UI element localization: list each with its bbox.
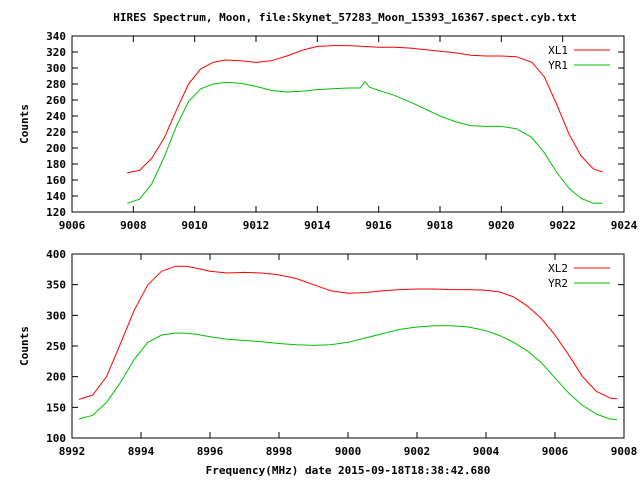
x-tick-label: 9020 bbox=[488, 219, 515, 232]
x-tick-label: 9006 bbox=[59, 219, 86, 232]
y-axis-label: Counts bbox=[18, 104, 31, 144]
x-tick-label: 9008 bbox=[120, 219, 147, 232]
legend-label-yr2: YR2 bbox=[548, 277, 568, 290]
y-tick-label: 400 bbox=[46, 248, 66, 261]
x-tick-label: 8996 bbox=[197, 445, 224, 458]
legend-label-yr1: YR1 bbox=[548, 59, 568, 72]
x-tick-label: 8998 bbox=[266, 445, 293, 458]
plot-frame bbox=[71, 253, 625, 439]
y-tick-label: 240 bbox=[46, 110, 66, 123]
series-line-xl1 bbox=[127, 45, 603, 174]
y-tick-label: 350 bbox=[46, 279, 66, 292]
figure-title: HIRES Spectrum, Moon, file:Skynet_57283_… bbox=[113, 11, 577, 24]
y-tick-label: 150 bbox=[46, 401, 66, 414]
x-tick-label: 9002 bbox=[404, 445, 431, 458]
y-tick-label: 200 bbox=[46, 142, 66, 155]
y-tick-label: 160 bbox=[46, 174, 66, 187]
series-line-yr2 bbox=[78, 325, 618, 421]
x-tick-label: 9016 bbox=[365, 219, 392, 232]
legend-label-xl2: XL2 bbox=[548, 262, 568, 275]
y-tick-label: 300 bbox=[46, 309, 66, 322]
y-tick-label: 220 bbox=[46, 126, 66, 139]
y-tick-label: 340 bbox=[46, 30, 66, 43]
legend-label-xl1: XL1 bbox=[548, 44, 568, 57]
x-tick-label: 9010 bbox=[181, 219, 208, 232]
lower-panel: 8992 8994 8996 8998 9000 9002 9004 9006 9008 100 1… bbox=[18, 248, 637, 477]
y-tick-label: 320 bbox=[46, 46, 66, 59]
x-tick-label: 9008 bbox=[611, 445, 638, 458]
y-tick-label: 300 bbox=[46, 62, 66, 75]
y-tick-label: 200 bbox=[46, 371, 66, 384]
x-tick-label: 9006 bbox=[542, 445, 569, 458]
x-tick-label: 9014 bbox=[304, 219, 331, 232]
x-tick-label: 9000 bbox=[335, 445, 362, 458]
plot-frame bbox=[71, 35, 625, 213]
x-tick-label: 9024 bbox=[611, 219, 638, 232]
x-tick-label: 8992 bbox=[59, 445, 86, 458]
x-tick-label: 9012 bbox=[243, 219, 270, 232]
y-tick-label: 280 bbox=[46, 78, 66, 91]
y-tick-label: 120 bbox=[46, 206, 66, 219]
y-tick-label: 180 bbox=[46, 158, 66, 171]
x-tick-label: 9018 bbox=[427, 219, 454, 232]
x-axis-label: Frequency(MHz) date 2015-09-18T18:38:42.… bbox=[206, 464, 491, 477]
x-tick-label: 8994 bbox=[128, 445, 155, 458]
upper-panel: 9006 9008 9010 9012 9014 9016 9018 9020 9022 9024… bbox=[18, 30, 638, 232]
series-line-yr1 bbox=[127, 81, 603, 204]
x-tick-label: 9022 bbox=[549, 219, 576, 232]
y-tick-label: 100 bbox=[46, 432, 66, 445]
y-tick-label: 260 bbox=[46, 94, 66, 107]
y-tick-label: 140 bbox=[46, 190, 66, 203]
y-tick-label: 250 bbox=[46, 340, 66, 353]
x-tick-label: 9004 bbox=[473, 445, 500, 458]
series-line-xl2 bbox=[78, 265, 618, 400]
y-axis-label: Counts bbox=[18, 326, 31, 366]
